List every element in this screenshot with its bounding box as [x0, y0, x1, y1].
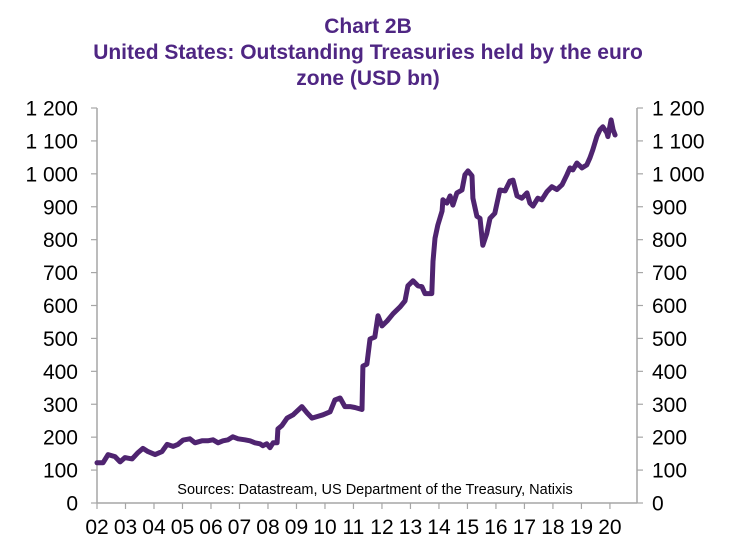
left-y-tick-label: 100: [43, 460, 78, 483]
left-y-tick-label: 900: [43, 196, 78, 219]
right-y-axis: 0 100 200 300 400 500 600 700 800 900 1 000 1 100 1 …: [636, 98, 705, 516]
series-line-0: [94, 117, 618, 466]
right-y-tick-label: 900: [652, 196, 687, 219]
x-tick-label: 07: [228, 516, 251, 539]
x-tick-label: 08: [256, 516, 279, 539]
left-y-tick-label: 400: [43, 361, 78, 384]
chart-subtitle-line-1: United States: Outstanding Treasuries he…: [93, 41, 643, 64]
left-y-tick-label: 0: [66, 493, 78, 516]
right-y-tick-label: 500: [652, 328, 687, 351]
x-tick-label: 02: [85, 516, 108, 539]
x-tick-label: 13: [399, 516, 422, 539]
right-y-tick-label: 200: [652, 427, 687, 450]
x-tick-label: 14: [427, 516, 451, 539]
x-tick-label: 10: [313, 516, 336, 539]
right-y-tick-label: 400: [652, 361, 687, 384]
left-y-tick-label: 800: [43, 229, 78, 252]
series-group: [94, 117, 618, 466]
right-y-tick-label: 300: [652, 394, 687, 417]
x-tick-label: 17: [513, 516, 536, 539]
right-y-tick-label: 0: [652, 493, 664, 516]
x-tick-label: 15: [456, 516, 479, 539]
left-y-axis: 0 100 200 300 400 500 600 700 800 900 1 000 1 100 1 …: [25, 98, 98, 516]
left-y-tick-label: 1 000: [25, 163, 78, 186]
left-y-tick-label: 500: [43, 328, 78, 351]
left-y-tick-label: 1 200: [25, 98, 78, 121]
x-tick-label: 09: [285, 516, 308, 539]
x-axis: 02 03 04 05 06 07 08 09 10 11 12 13 14 15 16 17 18 19 20: [85, 502, 637, 539]
chart-title: Chart 2B: [324, 15, 412, 38]
left-y-tick-label: 600: [43, 295, 78, 318]
x-tick-label: 03: [114, 516, 137, 539]
left-y-tick-label: 200: [43, 427, 78, 450]
chart-subtitle-line-2: zone (USD bn): [296, 67, 440, 90]
right-y-tick-label: 1 200: [652, 98, 705, 121]
x-tick-label: 11: [343, 516, 365, 539]
x-tick-label: 18: [541, 516, 564, 539]
x-tick-label: 16: [484, 516, 507, 539]
right-y-tick-label: 600: [652, 295, 687, 318]
right-y-tick-label: 100: [652, 460, 687, 483]
x-tick-label: 12: [370, 516, 393, 539]
x-tick-label: 04: [142, 516, 166, 539]
right-y-tick-label: 1 000: [652, 163, 705, 186]
x-tick-label: 05: [171, 516, 194, 539]
right-y-tick-label: 800: [652, 229, 687, 252]
x-tick-label: 20: [598, 516, 621, 539]
sources-annotation: Sources: Datastream, US Department of th…: [177, 482, 572, 498]
left-y-tick-label: 1 100: [25, 130, 78, 153]
left-y-tick-label: 700: [43, 262, 78, 285]
right-y-tick-label: 1 100: [652, 130, 705, 153]
x-tick-label: 19: [570, 516, 593, 539]
left-y-tick-label: 300: [43, 394, 78, 417]
x-tick-label: 06: [199, 516, 222, 539]
right-y-tick-label: 700: [652, 262, 687, 285]
